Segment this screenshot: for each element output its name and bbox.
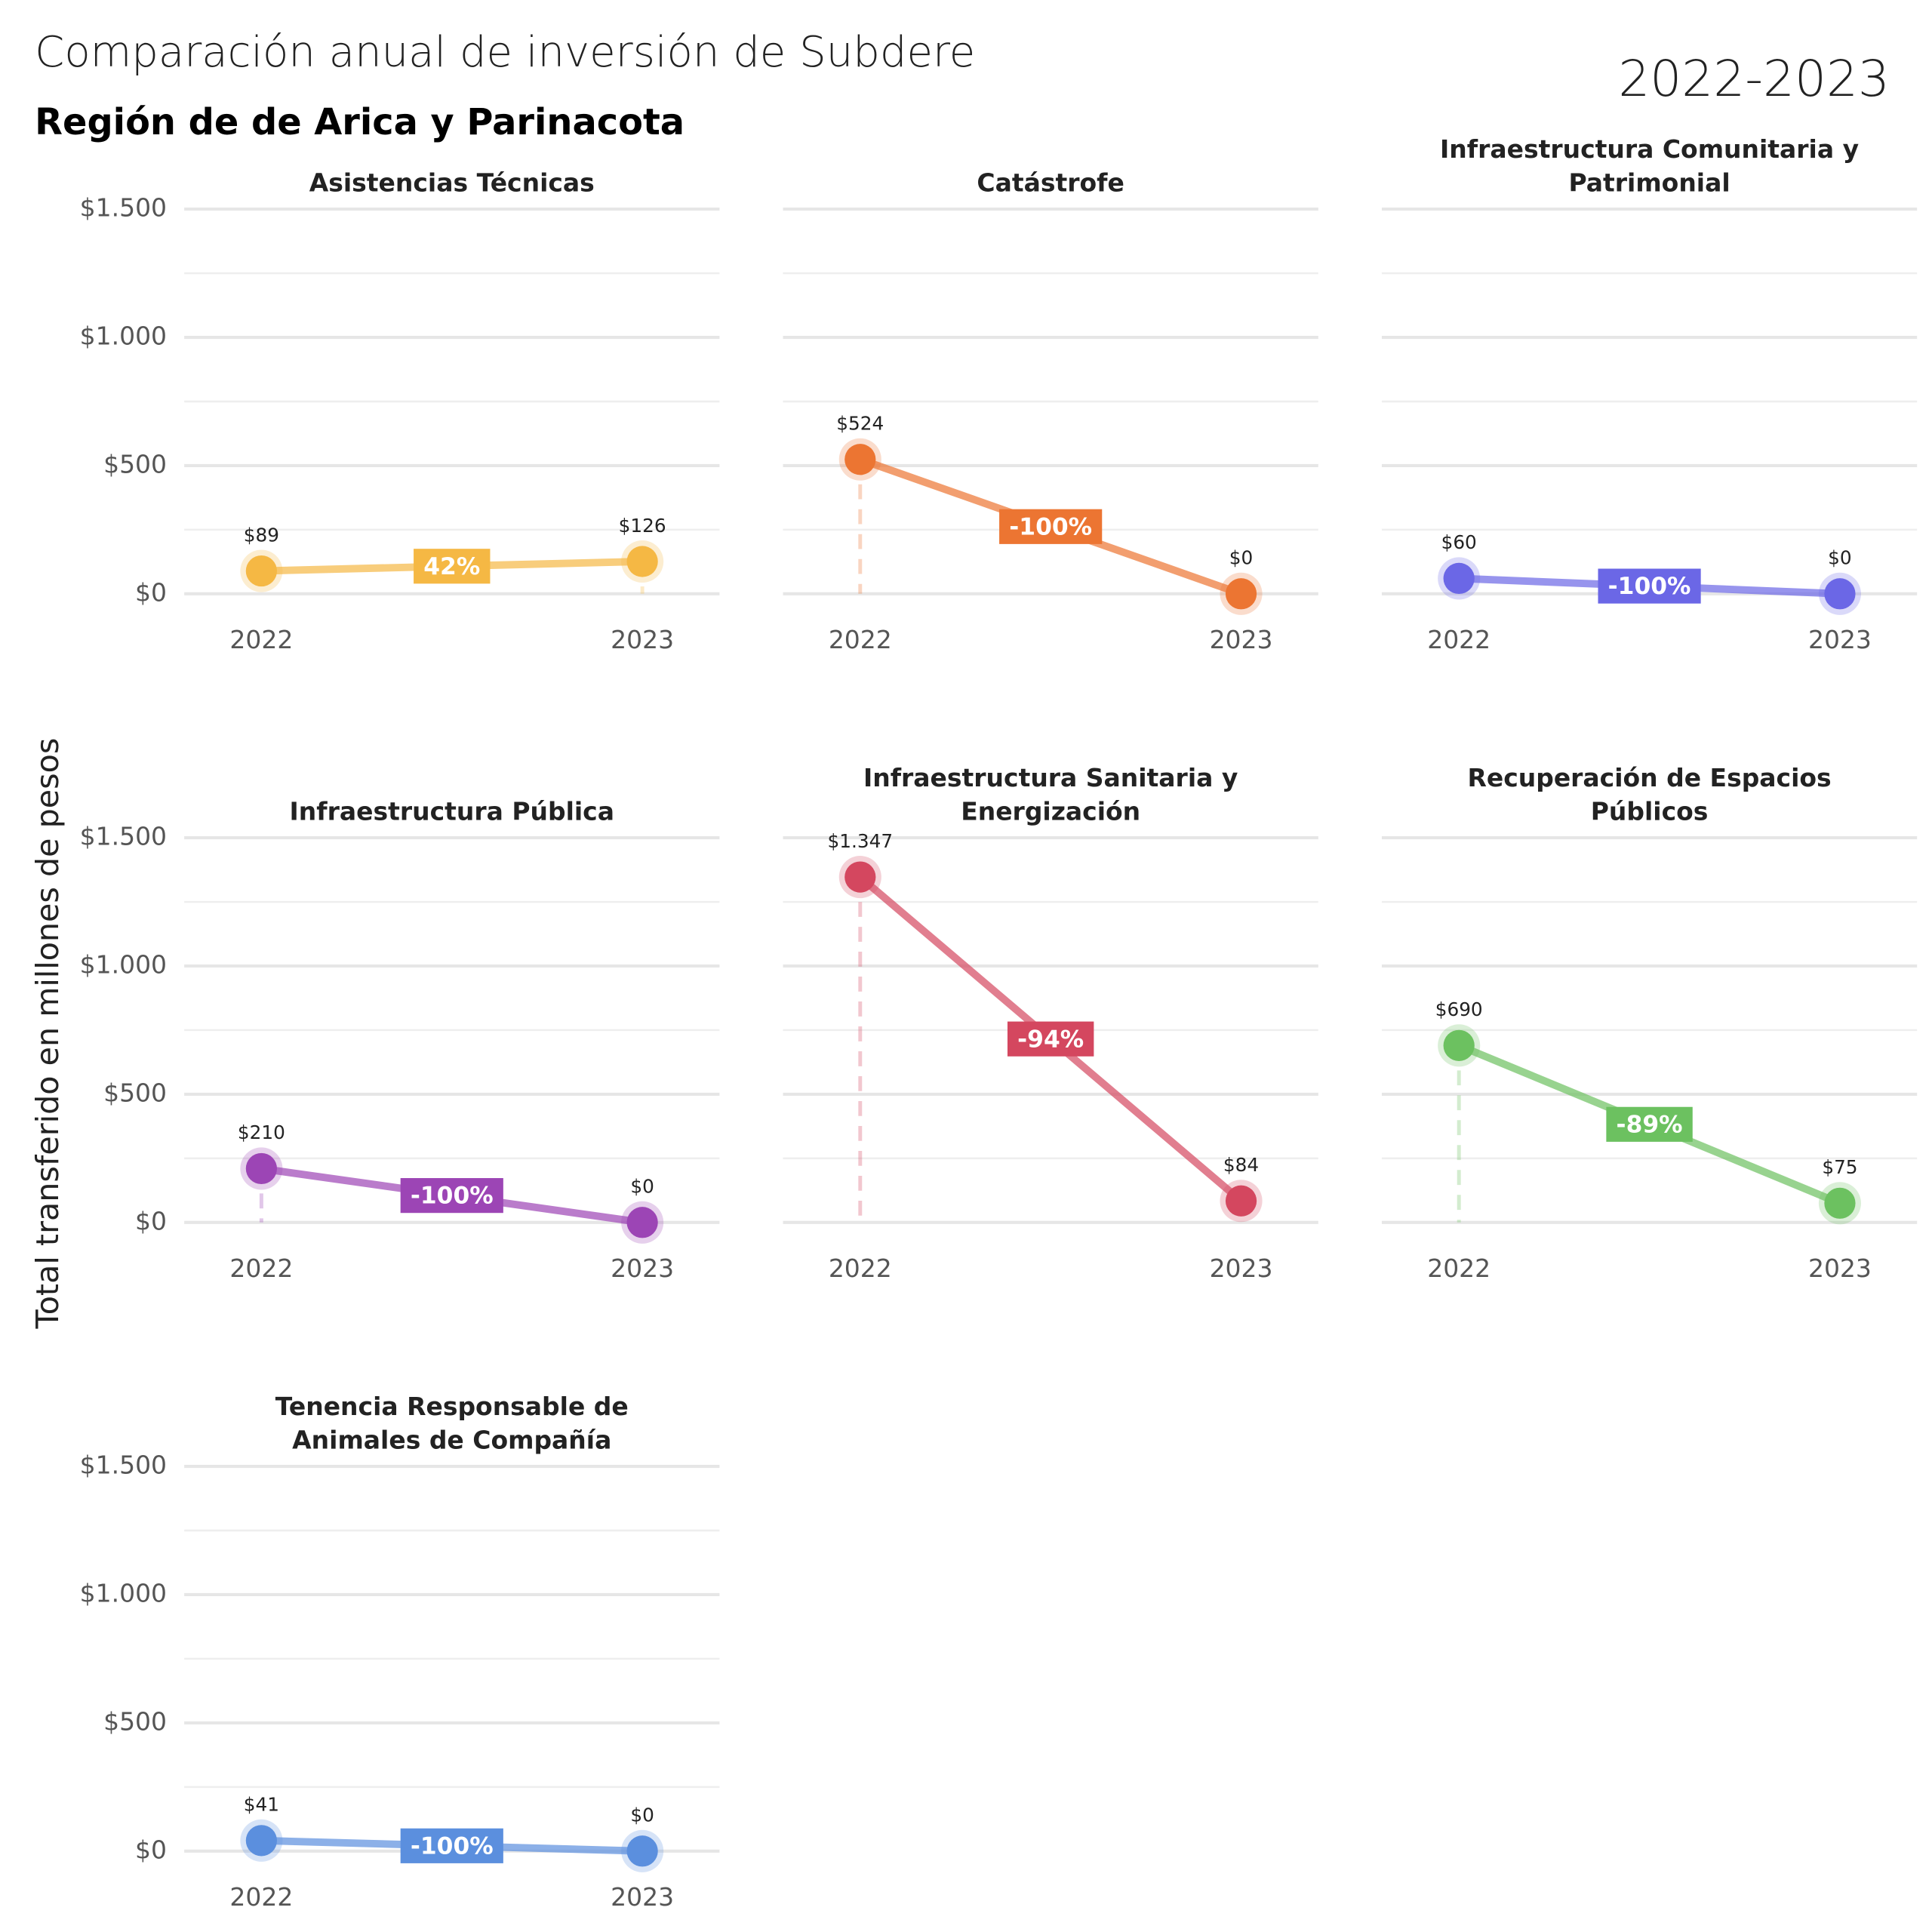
y-tick-label: $500: [103, 449, 167, 478]
change-label: -100%: [411, 1832, 494, 1860]
x-tick-label: 2022: [829, 625, 892, 654]
change-badge: -94%: [1007, 1021, 1094, 1057]
x-tick-label: 2022: [229, 1254, 293, 1283]
panel-title: Patrimonial: [1568, 168, 1730, 198]
change-badge: -100%: [400, 1178, 503, 1214]
change-label: -100%: [411, 1183, 494, 1210]
value-label: $41: [244, 1794, 279, 1816]
change-box: [400, 1178, 503, 1214]
point: [1824, 1187, 1856, 1219]
value-label: $126: [619, 515, 666, 537]
panel-title: Energización: [961, 797, 1140, 826]
point: [626, 1835, 658, 1867]
point: [1225, 578, 1257, 610]
change-box: [1606, 1106, 1693, 1142]
x-tick-label: 2022: [1427, 1254, 1491, 1283]
period: 2022-2023: [1618, 50, 1890, 108]
value-label: $0: [1828, 547, 1851, 569]
y-tick-label: $0: [135, 1835, 167, 1864]
panel-title: Animales de Compañía: [292, 1426, 611, 1455]
x-tick-label: 2023: [1210, 625, 1273, 654]
point: [245, 1825, 278, 1857]
change-label: 42%: [423, 553, 480, 580]
x-tick-label: 2022: [829, 1254, 892, 1283]
x-tick-label: 2023: [1210, 1254, 1273, 1283]
point: [844, 861, 876, 893]
x-tick-label: 2023: [1808, 625, 1872, 654]
change-label: -94%: [1017, 1026, 1084, 1053]
change-box: [1598, 568, 1701, 604]
x-tick-label: 2023: [1808, 1254, 1872, 1283]
value-label: $1.347: [828, 830, 894, 852]
x-tick-label: 2023: [611, 625, 674, 654]
point: [626, 546, 658, 577]
y-tick-label: $1.500: [80, 193, 167, 223]
y-tick-label: $1.000: [80, 1578, 167, 1607]
change-box: [999, 509, 1103, 544]
y-tick-label: $0: [135, 577, 167, 607]
panel-title: Públicos: [1591, 797, 1709, 826]
y-tick-label: $1.000: [80, 950, 167, 980]
panel-title: Infraestructura Comunitaria y: [1440, 134, 1859, 164]
value-label: $210: [238, 1121, 285, 1143]
panel-title: Infraestructura Pública: [290, 797, 614, 826]
y-tick-label: $1.500: [80, 1451, 167, 1480]
x-tick-label: 2023: [611, 1254, 674, 1283]
point: [1225, 1185, 1257, 1217]
point: [1443, 1029, 1475, 1061]
subtitle: Región de de Arica y Parinacota: [35, 102, 685, 143]
change-badge: 42%: [414, 549, 491, 584]
value-label: $84: [1223, 1154, 1259, 1176]
value-label: $75: [1822, 1156, 1857, 1178]
panel-title: Infraestructura Sanitaria y: [863, 763, 1238, 792]
x-tick-label: 2022: [229, 1882, 293, 1912]
y-tick-label: $500: [103, 1706, 167, 1736]
value-label: $0: [630, 1804, 654, 1826]
point: [245, 555, 278, 587]
value-label: $89: [244, 524, 279, 546]
value-label: $60: [1441, 531, 1477, 553]
value-label: $524: [836, 413, 884, 435]
y-tick-label: $1.500: [80, 822, 167, 851]
x-tick-label: 2022: [1427, 625, 1491, 654]
point: [844, 444, 876, 475]
panel-title: Catástrofe: [977, 168, 1124, 198]
change-badge: -100%: [999, 509, 1103, 544]
panel-title: Tenencia Responsable de: [275, 1392, 629, 1421]
y-axis-label: Total transferido en millones de pesos: [29, 738, 66, 1330]
change-badge: -89%: [1606, 1106, 1693, 1142]
y-tick-label: $1.000: [80, 321, 167, 351]
point: [1443, 562, 1475, 595]
title: Comparación anual de inversión de Subder…: [35, 28, 975, 77]
panel-title: Asistencias Técnicas: [309, 168, 595, 198]
y-tick-label: $0: [135, 1206, 167, 1235]
y-tick-label: $500: [103, 1078, 167, 1107]
point: [1824, 578, 1856, 610]
change-label: -100%: [1009, 513, 1092, 540]
panel-title: Recuperación de Espacios: [1467, 763, 1831, 792]
value-label: $690: [1435, 998, 1483, 1020]
point: [626, 1207, 658, 1238]
change-box: [414, 549, 491, 584]
x-tick-label: 2022: [229, 625, 293, 654]
change-label: -89%: [1617, 1111, 1683, 1138]
x-tick-label: 2023: [611, 1882, 674, 1912]
change-badge: -100%: [400, 1828, 503, 1863]
value-label: $0: [1229, 547, 1253, 569]
change-label: -100%: [1608, 573, 1691, 600]
value-label: $0: [630, 1176, 654, 1198]
point: [245, 1152, 278, 1185]
change-box: [1007, 1021, 1094, 1057]
change-badge: -100%: [1598, 568, 1701, 604]
change-box: [400, 1828, 503, 1863]
